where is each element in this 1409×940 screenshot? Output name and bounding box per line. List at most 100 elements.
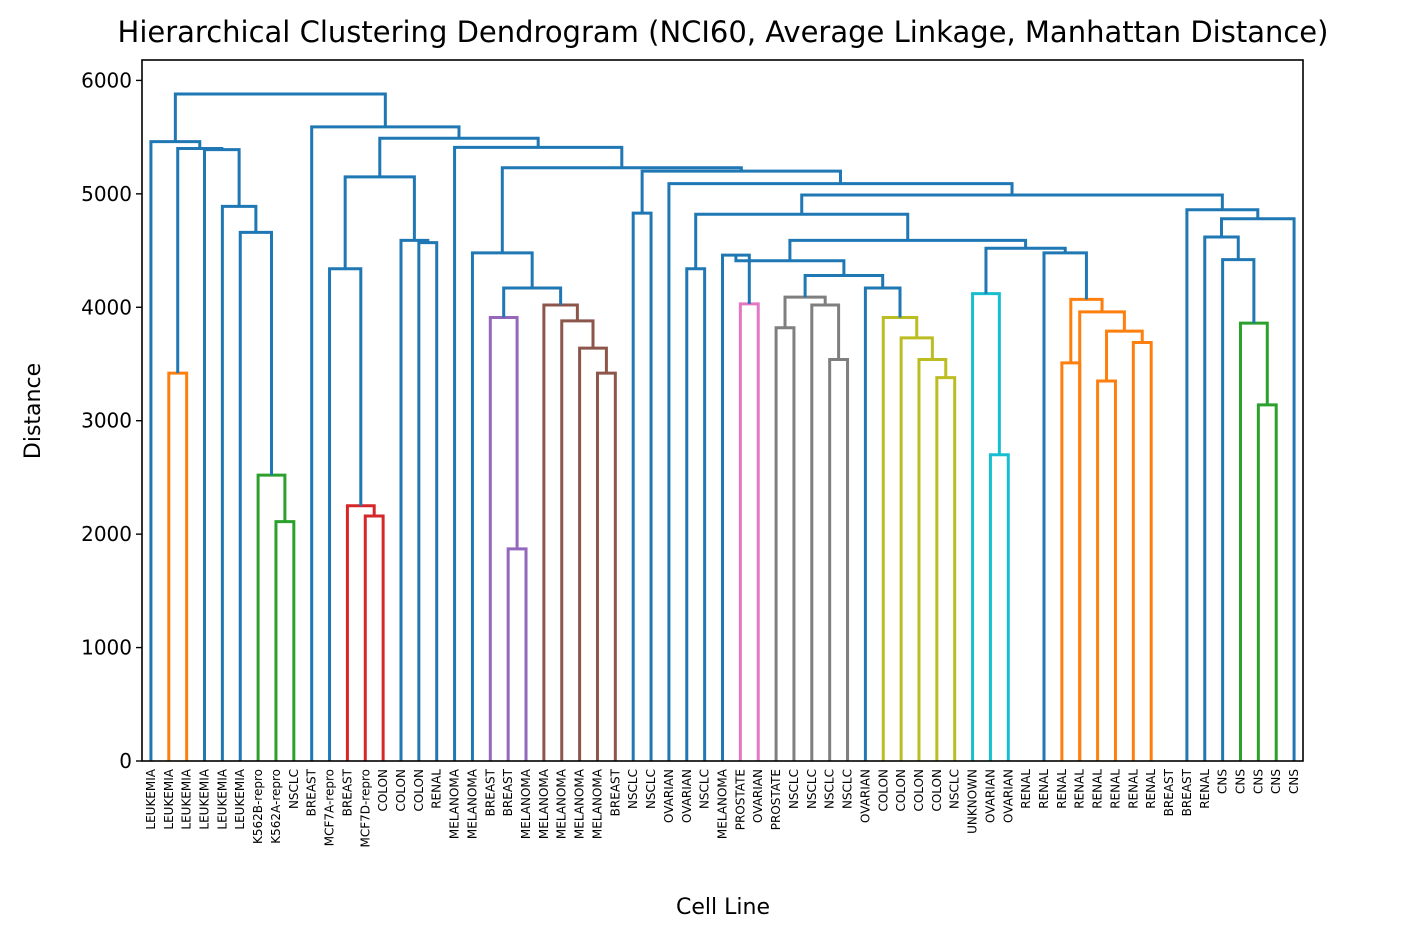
x-tick-label: NSCLC — [823, 769, 837, 809]
x-tick-label: CNS — [1287, 769, 1301, 794]
x-tick-label: PROSTATE — [733, 769, 747, 830]
dendrogram-link — [506, 547, 528, 761]
x-tick-label: RENAL — [1019, 769, 1033, 809]
x-tick-label: LEUKEMIA — [198, 768, 212, 829]
dendrogram-link — [917, 357, 948, 761]
y-tick-label: 5000 — [81, 182, 132, 206]
x-tick-label: OVARIAN — [662, 769, 676, 823]
x-tick-label: OVARIAN — [983, 769, 997, 823]
x-tick-label: RENAL — [1108, 769, 1122, 809]
x-tick-label: MCF7D-repro — [358, 769, 372, 848]
dendrogram-link — [721, 253, 751, 761]
dendrogram-link — [274, 520, 296, 761]
dendrogram-link — [1096, 379, 1117, 761]
dendrogram-link — [542, 303, 579, 761]
dendrogram-link — [328, 267, 363, 761]
dendrogram-link — [310, 125, 461, 761]
dendrogram-link — [343, 175, 416, 269]
dendrogram-link — [738, 302, 760, 761]
dendrogram-link — [345, 504, 376, 761]
y-tick-label: 3000 — [81, 409, 132, 433]
x-tick-label: RENAL — [1198, 769, 1212, 809]
dendrogram-link — [935, 376, 957, 761]
dendrogram-link — [810, 303, 841, 761]
dendrogram-link — [399, 238, 430, 761]
dendrogram-link — [1069, 297, 1104, 363]
x-tick-label: OVARIAN — [1001, 769, 1015, 823]
x-tick-label: NSCLC — [626, 769, 640, 809]
x-tick-label: MELANOMA — [573, 768, 587, 839]
x-tick-label: NSCLC — [644, 769, 658, 809]
y-tick-label: 6000 — [81, 68, 132, 92]
x-tick-label: BREAST — [340, 768, 354, 816]
y-tick-label: 4000 — [81, 295, 132, 319]
dendrogram-link — [1042, 251, 1088, 761]
x-tick-label: RENAL — [1091, 769, 1105, 809]
x-tick-label: LEUKEMIA — [144, 768, 158, 829]
dendrogram-link — [734, 255, 846, 276]
dendrogram-link — [800, 193, 1224, 215]
x-tick-label: LEUKEMIA — [215, 768, 229, 829]
x-tick-label: BREAST — [501, 768, 515, 816]
dendrogram-link — [803, 274, 885, 298]
y-tick-label: 2000 — [81, 522, 132, 546]
x-tick-label: MELANOMA — [716, 768, 730, 839]
x-tick-label: BREAST — [305, 768, 319, 816]
y-tick-label: 0 — [119, 749, 132, 773]
dendrogram-link — [500, 166, 743, 253]
dendrogram-link — [631, 211, 653, 761]
x-tick-label: NSCLC — [948, 769, 962, 809]
x-tick-label: COLON — [894, 769, 908, 812]
x-tick-label: NSCLC — [698, 769, 712, 809]
dendrogram-link — [1105, 329, 1144, 382]
x-tick-label: OVARIAN — [858, 769, 872, 823]
x-tick-label: CNS — [1269, 769, 1283, 794]
x-tick-label: OVARIAN — [680, 769, 694, 823]
x-tick-label: RENAL — [1055, 769, 1069, 809]
y-tick-label: 1000 — [81, 636, 132, 660]
dendrogram-links — [149, 92, 1296, 761]
dendrogram-link — [899, 336, 934, 761]
x-tick-label: COLON — [394, 769, 408, 812]
x-tick-label: K562B-repro — [251, 769, 265, 844]
dendrogram-link — [640, 169, 842, 214]
x-axis-label: Cell Line — [676, 895, 770, 920]
x-tick-label: MELANOMA — [465, 768, 479, 839]
dendrogram-link — [578, 346, 608, 761]
dendrogram-link — [378, 136, 540, 177]
x-tick-label: NSCLC — [287, 769, 301, 809]
dendrogram-link — [167, 371, 189, 761]
x-tick-label: UNKNOWN — [966, 769, 980, 834]
dendrogram-link — [1220, 217, 1296, 237]
dendrogram-link — [1256, 403, 1278, 761]
dendrogram-link — [363, 514, 385, 761]
dendrogram-link — [988, 453, 1010, 761]
chart-title: Hierarchical Clustering Dendrogram (NCI6… — [118, 15, 1329, 49]
y-axis-label: Distance — [21, 363, 46, 459]
plot-frame — [141, 59, 1304, 762]
dendrogram-link — [256, 473, 287, 761]
x-tick-label: LEUKEMIA — [162, 768, 176, 829]
x-tick-label: RENAL — [1073, 769, 1087, 809]
dendrogram-link — [176, 146, 224, 374]
dendrogram-link — [173, 92, 387, 142]
dendrogram-link — [1060, 361, 1082, 761]
dendrogram-link — [828, 357, 850, 761]
dendrogram-link — [1238, 321, 1269, 761]
dendrogram-link — [774, 326, 796, 761]
x-tick-label: COLON — [376, 769, 390, 812]
x-tick-label: PROSTATE — [769, 769, 783, 830]
x-tick-label: CNS — [1251, 769, 1265, 794]
x-tick-label: BREAST — [1162, 768, 1176, 816]
dendrogram-link — [417, 241, 439, 761]
dendrogram-link — [149, 140, 202, 761]
dendrogram-link — [984, 246, 1067, 294]
x-tick-label: BREAST — [1180, 768, 1194, 816]
x-tick-label: NSCLC — [787, 769, 801, 809]
dendrogram-link — [238, 230, 273, 761]
x-tick-label: LEUKEMIA — [180, 768, 194, 829]
x-tick-label: LEUKEMIA — [233, 768, 247, 829]
x-tick-label: MELANOMA — [448, 768, 462, 839]
x-tick-label: BREAST — [483, 768, 497, 816]
